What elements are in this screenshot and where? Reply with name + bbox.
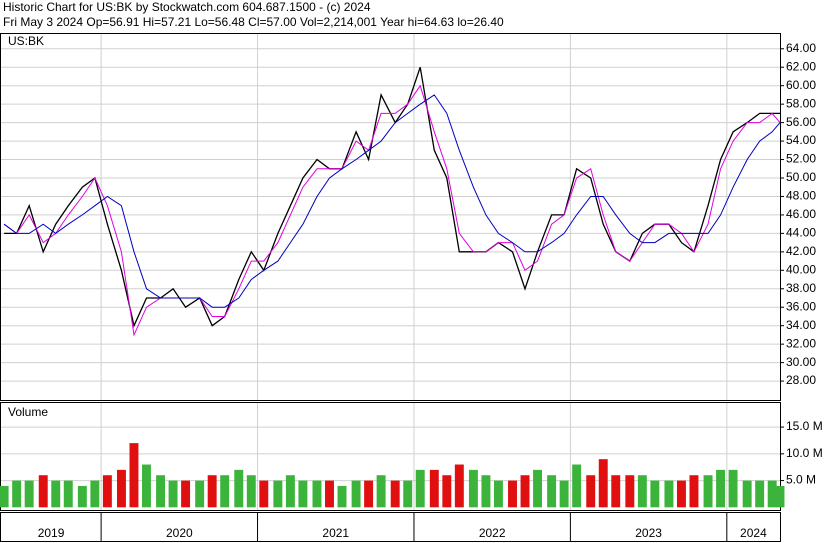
volume-bar: [716, 469, 726, 508]
volume-bar: [142, 464, 151, 508]
volume-bar: [728, 469, 738, 508]
y-tick-label: 60.00: [786, 78, 816, 92]
volume-bar: [24, 480, 34, 508]
x-tick-label: 2022: [479, 526, 506, 540]
volume-bar: [325, 480, 334, 508]
y-tick-label: 56.00: [786, 115, 816, 129]
y-tick-label: 15.0 M: [786, 419, 823, 433]
y-tick-label: 50.00: [786, 170, 816, 184]
y-tick-label: 52.00: [786, 152, 816, 166]
y-tick-label: 28.00: [786, 373, 816, 387]
y-tick-label: 62.00: [786, 59, 816, 73]
y-tick-label: 40.00: [786, 262, 816, 276]
volume-bar: [559, 480, 569, 508]
volume-bar: [454, 464, 464, 508]
volume-bar: [703, 475, 713, 508]
volume-bar: [650, 480, 660, 508]
volume-bar: [586, 475, 596, 508]
volume-bar: [90, 480, 100, 508]
y-tick-label: 64.00: [786, 41, 816, 55]
x-tick-label: 2023: [635, 526, 662, 540]
volume-bar: [337, 485, 347, 508]
x-tick-label: 2019: [38, 526, 65, 540]
volume-bar: [129, 443, 139, 508]
volume-bar: [273, 480, 283, 508]
volume-bar: [298, 480, 308, 508]
volume-bar: [285, 475, 295, 508]
volume-bar: [468, 469, 478, 508]
volume-bar: [689, 475, 699, 508]
volume-bar: [168, 480, 178, 508]
volume-bar: [351, 480, 361, 508]
volume-panel: [0, 402, 781, 511]
volume-bar: [664, 480, 674, 508]
chart-subtitle: Fri May 3 2024 Op=56.91 Hi=57.21 Lo=56.4…: [3, 15, 504, 29]
volume-bar: [234, 469, 244, 508]
volume-bar: [207, 475, 217, 508]
volume-bar: [508, 480, 517, 508]
volume-bar: [376, 475, 386, 508]
volume-bar: [220, 475, 230, 508]
volume-bar: [415, 469, 425, 508]
y-tick-label: 10.0 M: [786, 446, 823, 460]
price-line: [3, 94, 781, 308]
volume-bar: [312, 480, 322, 508]
volume-bar: [493, 480, 503, 508]
volume-bar: [767, 480, 777, 508]
volume-bar: [755, 480, 765, 508]
volume-bar: [637, 475, 647, 508]
y-tick-label: 58.00: [786, 96, 816, 110]
volume-bar: [547, 475, 557, 508]
price-line: [3, 84, 781, 337]
symbol-label: US:BK: [8, 34, 44, 48]
y-tick-label: 36.00: [786, 299, 816, 313]
volume-bar: [195, 480, 205, 508]
y-tick-label: 32.00: [786, 336, 816, 350]
volume-bar: [625, 475, 635, 508]
y-tick-label: 5.0 M: [786, 473, 816, 487]
volume-bar: [572, 464, 582, 508]
volume-bar: [51, 480, 61, 508]
volume-bar: [0, 485, 9, 508]
x-tick-label: 2024: [740, 526, 767, 540]
y-tick-label: 44.00: [786, 226, 816, 240]
volume-bar: [77, 485, 87, 508]
volume-bar: [63, 480, 73, 508]
y-tick-label: 48.00: [786, 189, 816, 203]
volume-bar: [246, 475, 256, 508]
volume-bar: [676, 480, 686, 508]
y-tick-label: 42.00: [786, 244, 816, 258]
volume-bar: [481, 475, 491, 508]
volume-bar: [390, 480, 400, 508]
volume-label: Volume: [8, 405, 48, 419]
volume-bar: [533, 469, 543, 508]
volume-bar: [742, 480, 752, 508]
y-tick-label: 30.00: [786, 355, 816, 369]
volume-bar: [116, 469, 126, 508]
x-tick-label: 2021: [322, 526, 349, 540]
volume-bar: [429, 469, 439, 508]
volume-bar: [156, 475, 166, 508]
volume-bar: [38, 475, 48, 508]
volume-bar: [12, 480, 22, 508]
volume-bar: [181, 480, 191, 508]
y-tick-label: 38.00: [786, 281, 816, 295]
volume-bar: [364, 480, 374, 508]
volume-bar: [403, 480, 413, 508]
volume-bar: [775, 485, 785, 508]
x-axis-strip: [0, 512, 781, 542]
volume-bar: [259, 480, 269, 508]
y-tick-label: 46.00: [786, 207, 816, 221]
y-tick-label: 54.00: [786, 133, 816, 147]
volume-bar: [520, 475, 530, 508]
chart-title: Historic Chart for US:BK by Stockwatch.c…: [3, 0, 371, 14]
volume-bar: [102, 475, 112, 508]
volume-bar: [442, 475, 452, 508]
volume-bar: [611, 475, 621, 508]
x-tick-label: 2020: [166, 526, 193, 540]
volume-bar: [598, 459, 608, 508]
y-tick-label: 34.00: [786, 318, 816, 332]
price-panel: [0, 33, 781, 401]
